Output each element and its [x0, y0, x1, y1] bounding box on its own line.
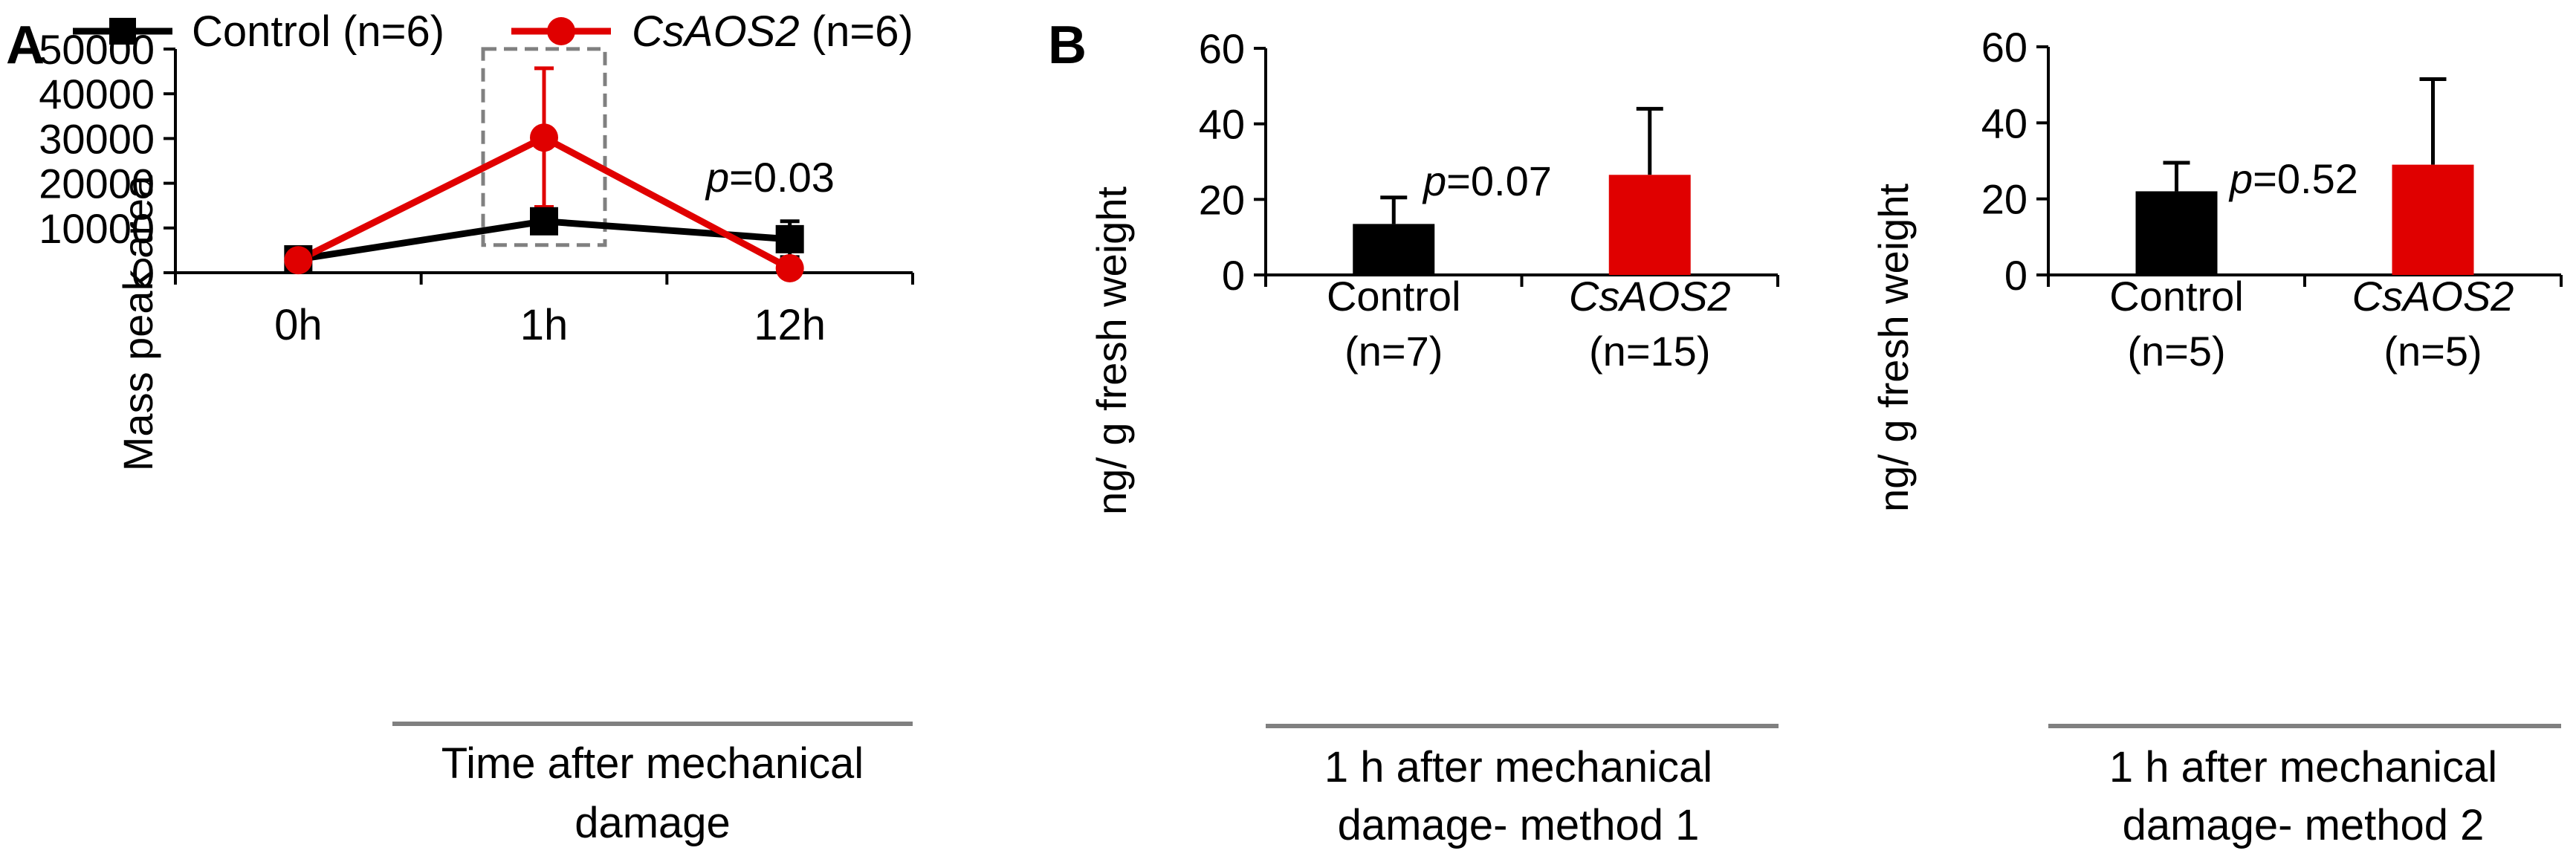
panel-a-xtick-label: 0h	[274, 301, 323, 349]
legend-csaos2-italic: CsAOS2	[632, 7, 800, 56]
panel-a-letter: A	[6, 16, 45, 75]
panel-a-ylabel: Mass peak area	[114, 175, 161, 471]
control-data-point	[775, 224, 804, 253]
panel-b2-p-symbol: p	[2228, 155, 2253, 202]
panel-b1-ytick-label: 0	[1222, 252, 1245, 299]
legend-csaos2-marker	[547, 17, 575, 45]
panel-b2-xlabel-line1: 1 h after mechanical	[2109, 743, 2497, 791]
panel-b1-xlabel-line1: 1 h after mechanical	[1324, 743, 1712, 791]
panel-b2-ytick-label: 60	[1981, 24, 2028, 71]
panel-a-xtick-label: 12h	[754, 301, 826, 349]
panel-a-line-chart: Mass peak area Time after mechanical dam…	[39, 26, 914, 847]
panel-a-p-value: p=0.03	[705, 154, 835, 201]
panel-b2-ytick-label: 20	[1981, 176, 2028, 223]
panel-b1-category-label: Control	[1327, 273, 1461, 320]
csaos2-data-point	[284, 246, 313, 275]
panel-b2-p-value: p=0.52	[2228, 155, 2358, 202]
panel-b2-xlabel-line2: damage- method 2	[2123, 801, 2485, 849]
legend-control-label: Control (n=6)	[192, 7, 444, 56]
panel-b1-bar-chart: ng/ g fresh weight 1 h after mechanical …	[1088, 25, 1779, 849]
panel-b1-ytick-label: 20	[1199, 176, 1245, 223]
panel-b1-bar	[1353, 224, 1435, 275]
panel-a-ytick-label: 40000	[39, 71, 155, 117]
panel-b2-category-label: CsAOS2	[2352, 273, 2514, 320]
panel-b2-bar	[2392, 164, 2474, 275]
panel-b1-category-n: (n=15)	[1589, 328, 1710, 375]
panel-a-p-number: =0.03	[729, 154, 835, 201]
panel-b2-p-number: =0.52	[2253, 155, 2358, 202]
csaos2-data-point	[530, 123, 558, 152]
panel-b1-category-n: (n=7)	[1344, 328, 1443, 375]
panel-b1-p-value: p=0.07	[1422, 158, 1552, 204]
panel-b-letter: B	[1048, 16, 1087, 75]
panel-b1-ytick-label: 60	[1199, 25, 1245, 72]
panel-b2-ytick-label: 0	[2004, 252, 2028, 299]
panel-b2-category-label: Control	[2109, 273, 2244, 320]
panel-b2-category-n: (n=5)	[2384, 328, 2482, 375]
panel-b2-category-n: (n=5)	[2127, 328, 2225, 375]
control-data-point	[530, 207, 558, 236]
legend-csaos2-label: CsAOS2 (n=6)	[632, 7, 913, 56]
panel-a-legend: Control (n=6) CsAOS2 (n=6)	[73, 7, 913, 56]
panel-b1-xlabel-line2: damage- method 1	[1338, 801, 1700, 849]
panel-b1-ytick-label: 40	[1199, 101, 1245, 148]
panel-b2-ylabel: ng/ g fresh weight	[1870, 184, 1917, 512]
panel-b1-p-number: =0.07	[1446, 158, 1552, 204]
panel-a-ytick-label: 20000	[39, 161, 155, 207]
legend-csaos2-n: (n=6)	[800, 7, 913, 56]
panel-b1-p-symbol: p	[1422, 158, 1446, 204]
panel-b1-bar	[1608, 175, 1691, 275]
panel-a-ytick-label: 30000	[39, 115, 155, 162]
panel-a-p-symbol: p	[705, 154, 729, 201]
panel-b1-ylabel: ng/ g fresh weight	[1088, 187, 1135, 515]
panel-a-xtick-label: 1h	[520, 301, 569, 349]
panel-a-ytick-label: 10000	[39, 205, 155, 252]
legend-control-marker	[109, 18, 136, 45]
panel-a-xlabel-line2: damage	[575, 799, 731, 847]
panel-b2-bar-chart: ng/ g fresh weight 1 h after mechanical …	[1870, 24, 2563, 849]
panel-a-ytick-label: 50000	[39, 26, 155, 73]
panel-b2-ytick-label: 40	[1981, 100, 2028, 146]
csaos2-data-point	[775, 253, 804, 282]
panel-a-ytick-label: 0	[132, 250, 155, 296]
panel-b1-category-label: CsAOS2	[1569, 273, 1731, 320]
panel-b2-bar	[2135, 191, 2218, 275]
panel-a-xlabel-line1: Time after mechanical	[441, 739, 864, 788]
panel-a-highlight-box	[481, 47, 607, 247]
